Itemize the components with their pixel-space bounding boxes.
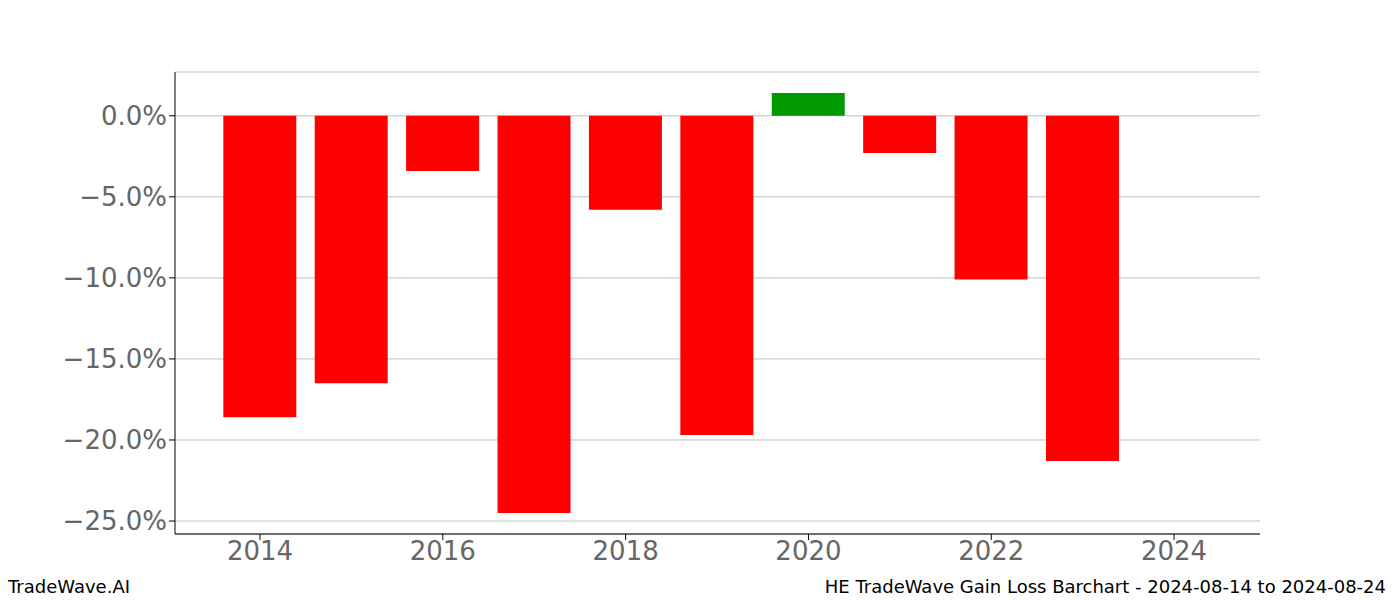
svg-text:−20.0%: −20.0% bbox=[63, 425, 167, 455]
svg-text:−15.0%: −15.0% bbox=[63, 344, 167, 374]
svg-text:2022: 2022 bbox=[958, 536, 1024, 566]
svg-text:−25.0%: −25.0% bbox=[63, 506, 167, 536]
svg-text:2024: 2024 bbox=[1141, 536, 1207, 566]
html-text:HE TradeWave Gain Loss Barchar: HE TradeWave Gain Loss Barchart - 2024-0… bbox=[824, 576, 1386, 597]
svg-text:−5.0%: −5.0% bbox=[79, 182, 167, 212]
svg-text:2020: 2020 bbox=[775, 536, 841, 566]
svg-text:0.0%: 0.0% bbox=[101, 101, 167, 131]
svg-text:2016: 2016 bbox=[410, 536, 476, 566]
svg-text:2018: 2018 bbox=[593, 536, 659, 566]
svg-text:−10.0%: −10.0% bbox=[63, 263, 167, 293]
svg-text:2014: 2014 bbox=[227, 536, 293, 566]
html-text:TradeWave.AI: TradeWave.AI bbox=[8, 576, 130, 597]
